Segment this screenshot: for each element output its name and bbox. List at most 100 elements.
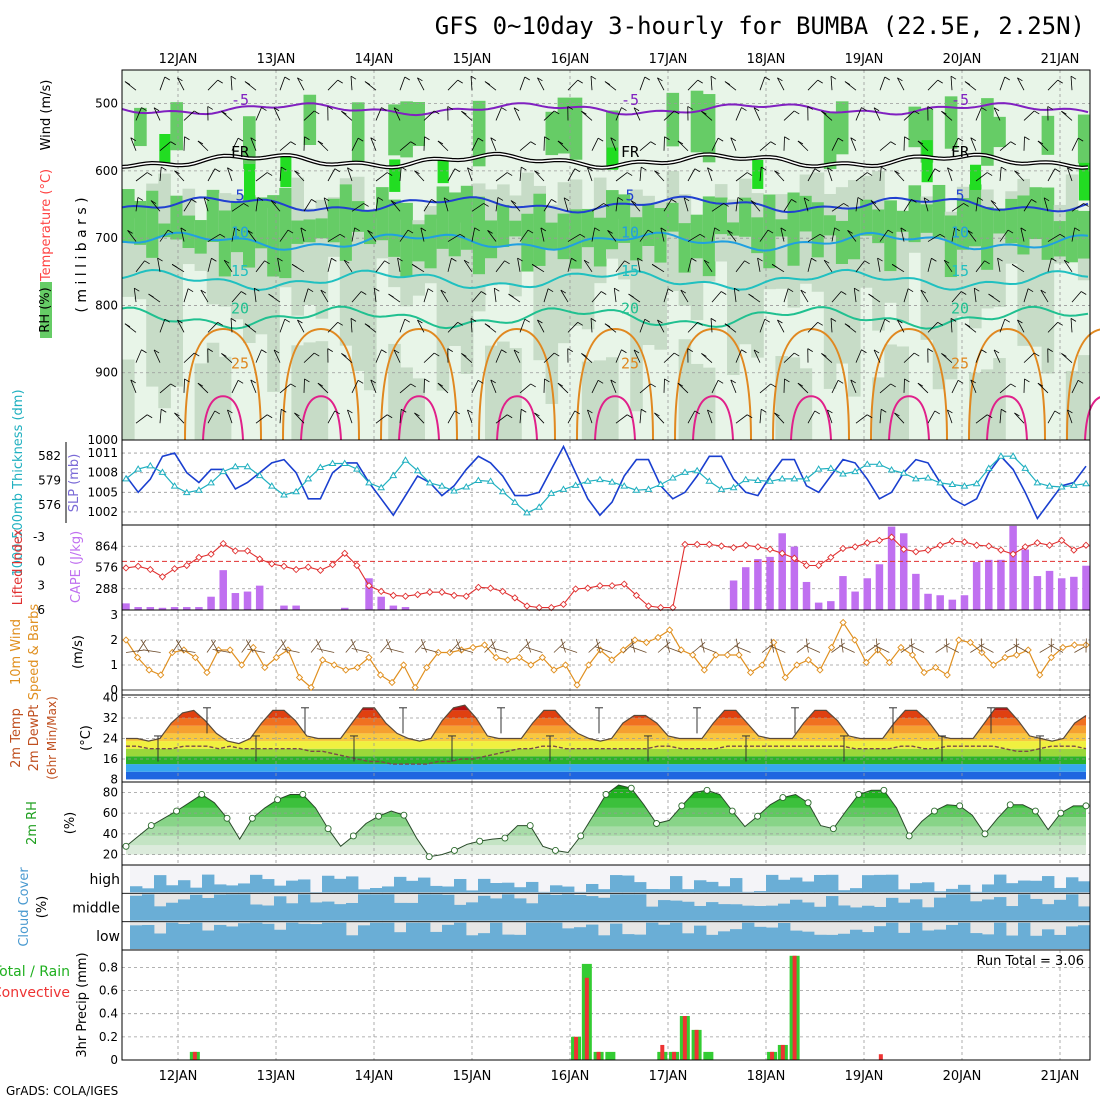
cape-bar: [912, 573, 920, 610]
thickness-marker: [899, 469, 908, 476]
day-label-bottom: 16JAN: [551, 1069, 590, 1084]
wind-speed-marker: [943, 671, 951, 679]
wind-speed-marker: [469, 643, 477, 652]
wind-barb-flag: [146, 172, 153, 176]
wind-barb-flag: [687, 348, 693, 352]
thickness-marker: [267, 482, 276, 489]
wind-barb-10m: [943, 644, 959, 653]
wind-barb-flag: [184, 136, 190, 141]
wind-barb: [897, 77, 905, 91]
cape-bar: [207, 596, 215, 610]
wind-barb-flag: [331, 257, 337, 262]
rh-shade-green: [303, 219, 317, 243]
wind-barb-flag: [974, 287, 980, 292]
wind-barb: [255, 260, 265, 273]
wind-barb-flag: [571, 257, 577, 262]
rh-shade-green: [218, 210, 232, 277]
wind-barb-flag: [748, 293, 754, 298]
lifted-index-marker: [535, 603, 543, 612]
lifted-index-marker: [195, 553, 203, 562]
rh-shade-green: [122, 189, 135, 243]
wind-barb-flag: [148, 293, 154, 298]
cloud-cover-bar: [454, 922, 467, 949]
rh-shade-green: [327, 198, 341, 243]
wind-barb-10m: [171, 639, 182, 653]
wind-tick: 1: [110, 658, 118, 672]
wind-barb-flag: [914, 110, 920, 115]
wind-barb: [639, 141, 651, 152]
cloud-cover-bar: [922, 907, 935, 921]
wind-speed-marker: [642, 638, 651, 647]
precip-convective-bar: [574, 1036, 579, 1060]
wind-barb-10m: [588, 641, 601, 653]
wind-barb-flag: [214, 168, 220, 173]
wind-barb: [639, 229, 649, 242]
wind-barb-flag: [397, 257, 403, 262]
wind-barb-flag: [941, 110, 947, 115]
cloud-cover-bar: [322, 901, 335, 921]
isotherm-label: 5: [625, 187, 634, 205]
wind-barb-10m: [692, 641, 706, 653]
wind-barb-flag: [934, 410, 940, 415]
wind-barb: [975, 349, 982, 363]
wind-barb: [420, 227, 425, 242]
wind-barb-10m: [665, 638, 671, 653]
wind-barb-flag: [1004, 76, 1010, 81]
wind-speed-marker: [1001, 653, 1009, 662]
thickness-marker: [997, 452, 1005, 459]
wind-barb: [277, 257, 281, 272]
wind-barb-flag: [817, 321, 823, 326]
wind-barb-flag: [237, 137, 244, 142]
wind-barb-flag: [957, 137, 964, 142]
wind-barb-flag: [957, 379, 964, 384]
cloud-cover-bar: [610, 875, 623, 893]
wind-barb: [613, 288, 617, 303]
precip-convective-bar: [780, 1044, 785, 1060]
thickness-marker: [814, 465, 823, 472]
rh-shade-green: [920, 204, 934, 233]
wind-barb: [707, 167, 713, 182]
cloud-cover-bar: [202, 897, 215, 921]
warm-contour: [184, 327, 262, 441]
wind-barb: [437, 382, 449, 394]
wind-barb-flag: [443, 197, 450, 202]
lifted-index-marker: [584, 584, 592, 592]
wind-barb-10m: [241, 640, 251, 653]
wind-barb-flag: [644, 318, 650, 323]
wind-barb: [1061, 353, 1073, 363]
hot-contour: [594, 395, 636, 441]
rh-shade-green: [557, 97, 571, 154]
wind-speed-marker: [353, 663, 361, 672]
wind-speed-marker: [550, 666, 558, 674]
cloud-cover-bar: [250, 922, 263, 949]
cloud-cover-bar: [358, 889, 371, 893]
wind-barb: [823, 259, 833, 273]
wind-barb: [183, 352, 195, 363]
wind-barb: [440, 289, 449, 303]
cloud-cover-bar: [742, 891, 755, 893]
wind-speed-marker: [862, 658, 870, 667]
thickness-marker: [365, 478, 373, 486]
wind-barb-flag: [547, 288, 554, 293]
wind-barb: [774, 412, 785, 424]
cloud-cover-bar: [262, 905, 275, 921]
wind-barb: [830, 318, 833, 333]
cape-tick: 288: [95, 582, 118, 596]
lifted-index-marker: [1045, 541, 1054, 549]
wind-barb-flag: [897, 77, 903, 82]
wind-barb-flag: [457, 79, 463, 84]
wind-barb-flag: [830, 75, 837, 80]
wind-barb: [735, 349, 742, 363]
wind-barb: [687, 322, 699, 333]
cape-bar: [219, 570, 227, 610]
wind-barb: [677, 382, 689, 394]
rh-marker: [602, 791, 610, 798]
wind-barb-flag: [577, 79, 583, 84]
thickness-marker: [523, 508, 531, 516]
wind-barb: [1017, 319, 1025, 333]
cloud-cover-bar: [850, 929, 863, 949]
wind-barb-flag: [647, 229, 654, 234]
wind-barb: [279, 319, 286, 333]
rh-shade-green: [388, 199, 401, 257]
cloud-cover-bar: [1018, 880, 1031, 893]
